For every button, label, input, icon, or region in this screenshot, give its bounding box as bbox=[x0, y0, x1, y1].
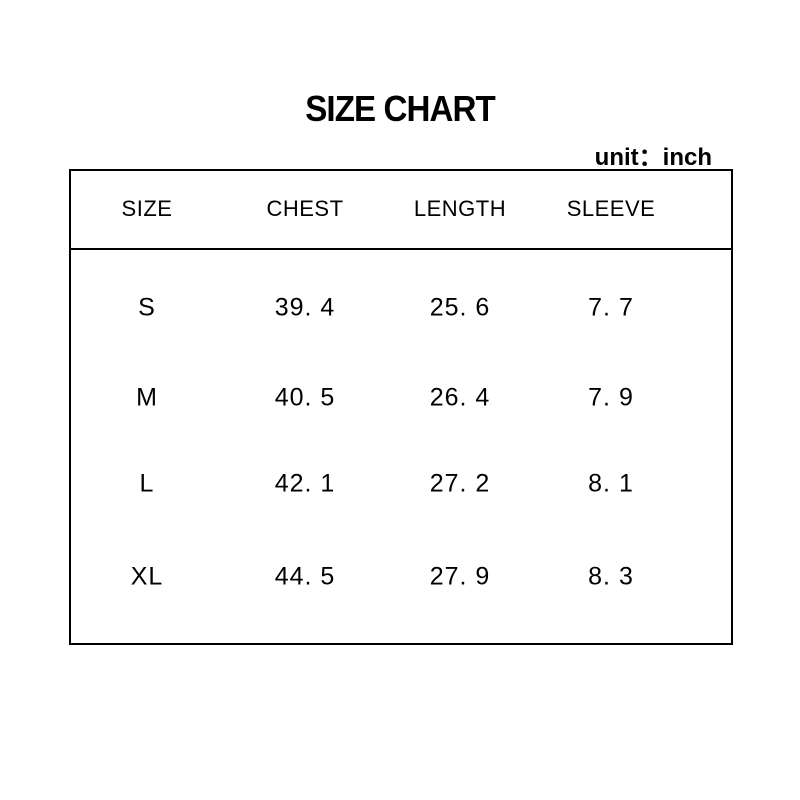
page-title: SIZE CHART bbox=[305, 88, 495, 129]
cell-length: 27. 2 bbox=[429, 469, 491, 498]
cell-size: L bbox=[139, 469, 155, 498]
cell-sleeve: 8. 1 bbox=[588, 469, 634, 498]
column-header-length: LENGTH bbox=[413, 196, 507, 221]
cell-length: 25. 6 bbox=[429, 293, 491, 322]
cell-length: 27. 9 bbox=[429, 562, 491, 591]
cell-chest: 39. 4 bbox=[274, 293, 336, 322]
cell-sleeve: 8. 3 bbox=[588, 562, 634, 591]
column-header-sleeve: SLEEVE bbox=[566, 196, 656, 221]
cell-size: XL bbox=[130, 562, 164, 591]
cell-chest: 44. 5 bbox=[274, 562, 336, 591]
header-divider bbox=[71, 248, 731, 250]
cell-chest: 42. 1 bbox=[274, 469, 336, 498]
cell-size: S bbox=[138, 293, 156, 322]
cell-chest: 40. 5 bbox=[274, 383, 336, 412]
size-table bbox=[69, 169, 733, 645]
unit-label: unit：inch bbox=[594, 144, 712, 171]
cell-length: 26. 4 bbox=[429, 383, 491, 412]
cell-sleeve: 7. 7 bbox=[588, 293, 634, 322]
column-header-size: SIZE bbox=[121, 196, 173, 221]
column-header-chest: CHEST bbox=[266, 196, 344, 221]
cell-size: M bbox=[136, 383, 158, 412]
cell-sleeve: 7. 9 bbox=[588, 383, 634, 412]
